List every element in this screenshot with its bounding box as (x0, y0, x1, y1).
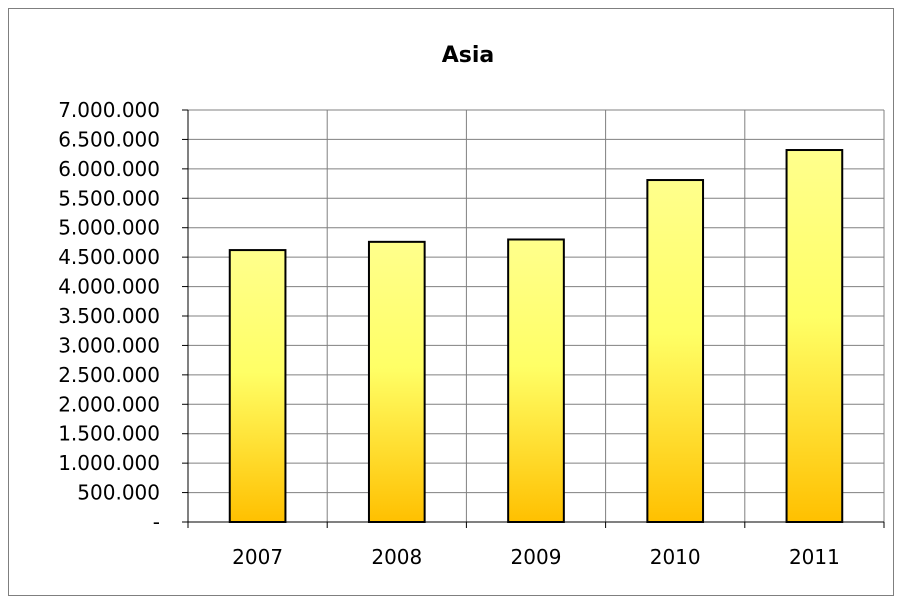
chart-frame (8, 8, 894, 596)
y-tick-label: 3.000.000 (58, 333, 160, 357)
bar-2010 (646, 179, 705, 523)
axis-layer (182, 109, 885, 528)
y-tick-label: 1.000.000 (58, 451, 160, 475)
y-axis-ticks: - 500.000 1.000.000 1.500.000 2.000.000 2.500… (58, 98, 160, 534)
x-tick-label: 2010 (650, 545, 701, 569)
grid-layer (188, 109, 885, 522)
y-tick-label: - (153, 510, 160, 534)
x-tick-label: 2007 (232, 545, 283, 569)
x-tick-label: 2009 (511, 545, 562, 569)
y-tick-label: 5.000.000 (58, 216, 160, 240)
y-tick-label: 4.000.000 (58, 275, 160, 299)
y-tick-label: 3.500.000 (58, 304, 160, 328)
y-tick-label: 6.500.000 (58, 127, 160, 151)
bar-2009 (507, 238, 565, 523)
bar-2011 (785, 149, 844, 523)
bar-2008 (367, 240, 426, 523)
y-tick-label: 500.000 (77, 481, 160, 505)
y-tick-label: 5.500.000 (58, 186, 160, 210)
x-tick-label: 2011 (789, 545, 840, 569)
x-tick-label: 2008 (371, 545, 422, 569)
x-axis-ticks: 2007 2008 2009 2010 2011 (232, 545, 840, 569)
y-tick-label: 7.000.000 (58, 98, 160, 122)
chart-title: Asia (442, 43, 495, 68)
bars-layer (228, 149, 844, 524)
y-tick-label: 2.000.000 (58, 392, 160, 416)
y-tick-label: 4.500.000 (58, 245, 160, 269)
y-tick-label: 1.500.000 (58, 422, 160, 446)
bar-2007 (228, 249, 287, 524)
y-tick-label: 6.000.000 (58, 157, 160, 181)
y-tick-label: 2.500.000 (58, 363, 160, 387)
